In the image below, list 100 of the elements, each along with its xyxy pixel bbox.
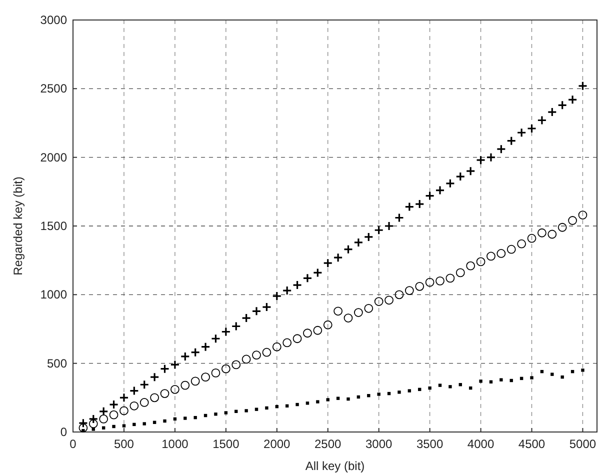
point <box>221 364 230 374</box>
point <box>548 230 557 239</box>
point <box>312 268 322 278</box>
y-tick-label: 2000 <box>40 150 68 164</box>
y-tick-label: 1000 <box>40 288 68 302</box>
point <box>527 234 536 243</box>
point <box>170 384 180 394</box>
point <box>354 308 363 317</box>
point <box>224 411 228 414</box>
x-axis-title: All key (bit) <box>305 459 365 473</box>
y-tick-label: 0 <box>60 425 68 439</box>
point <box>108 400 119 410</box>
y-tick-label: 2500 <box>40 82 68 96</box>
y-tick-label: 500 <box>46 356 68 370</box>
point <box>242 354 251 364</box>
point <box>558 100 568 110</box>
point <box>313 326 322 335</box>
point <box>142 422 146 426</box>
point <box>448 385 452 388</box>
point <box>122 424 126 428</box>
point <box>82 429 85 432</box>
point <box>558 222 567 232</box>
point <box>200 342 210 352</box>
point <box>435 185 445 196</box>
point <box>99 414 108 424</box>
point <box>404 202 414 212</box>
point <box>394 212 404 223</box>
point <box>265 406 268 410</box>
point <box>130 401 139 410</box>
point <box>282 286 292 296</box>
point <box>506 136 516 146</box>
point <box>500 378 503 382</box>
x-tick-label: 3000 <box>365 437 393 451</box>
point <box>374 225 384 235</box>
point <box>210 334 221 344</box>
point <box>78 423 88 432</box>
x-tick-label: 1500 <box>212 437 240 451</box>
point <box>163 419 166 423</box>
point <box>190 376 200 386</box>
point <box>333 252 343 262</box>
point <box>404 286 414 295</box>
point <box>150 393 160 402</box>
point <box>242 313 252 323</box>
point <box>170 360 180 370</box>
point <box>214 412 218 416</box>
point <box>408 389 412 392</box>
point <box>262 302 272 312</box>
point <box>254 408 258 411</box>
point <box>244 409 248 412</box>
point <box>578 210 588 220</box>
point <box>252 306 262 316</box>
point <box>560 375 564 379</box>
point <box>476 155 486 165</box>
point <box>160 389 170 398</box>
point <box>456 172 466 182</box>
point <box>445 178 455 188</box>
point <box>446 274 455 283</box>
point <box>160 364 170 374</box>
x-tick-label: 500 <box>114 437 134 451</box>
point <box>150 372 160 382</box>
point <box>211 368 220 378</box>
point <box>438 384 442 387</box>
x-tick-label: 0 <box>70 437 77 451</box>
point <box>221 326 231 337</box>
point <box>581 368 584 372</box>
point <box>394 290 404 300</box>
point <box>98 406 108 416</box>
point <box>120 406 128 416</box>
point <box>476 257 486 266</box>
point <box>568 216 577 225</box>
x-tick-label: 3500 <box>416 437 444 451</box>
point <box>479 380 482 383</box>
point <box>296 402 299 406</box>
point <box>119 392 129 402</box>
point <box>316 400 320 404</box>
y-axis-title: Regarded key (bit) <box>11 176 25 276</box>
x-tick-label: 4000 <box>467 437 494 451</box>
point <box>374 297 384 306</box>
point <box>414 199 424 209</box>
point <box>547 107 557 117</box>
point <box>303 328 312 338</box>
point <box>231 321 241 332</box>
y-tick-label: 3000 <box>40 13 68 27</box>
point <box>496 144 506 154</box>
point <box>262 348 272 357</box>
point <box>282 338 292 348</box>
point <box>538 228 546 238</box>
point <box>354 238 364 248</box>
point <box>92 428 95 431</box>
point <box>302 273 312 283</box>
point <box>201 372 210 382</box>
point <box>456 268 465 278</box>
point <box>496 249 506 258</box>
point <box>346 397 350 401</box>
x-tick-label: 4500 <box>518 437 546 451</box>
point <box>343 244 354 254</box>
point <box>537 115 547 126</box>
point <box>140 398 149 407</box>
point <box>578 81 588 91</box>
point <box>428 386 432 390</box>
